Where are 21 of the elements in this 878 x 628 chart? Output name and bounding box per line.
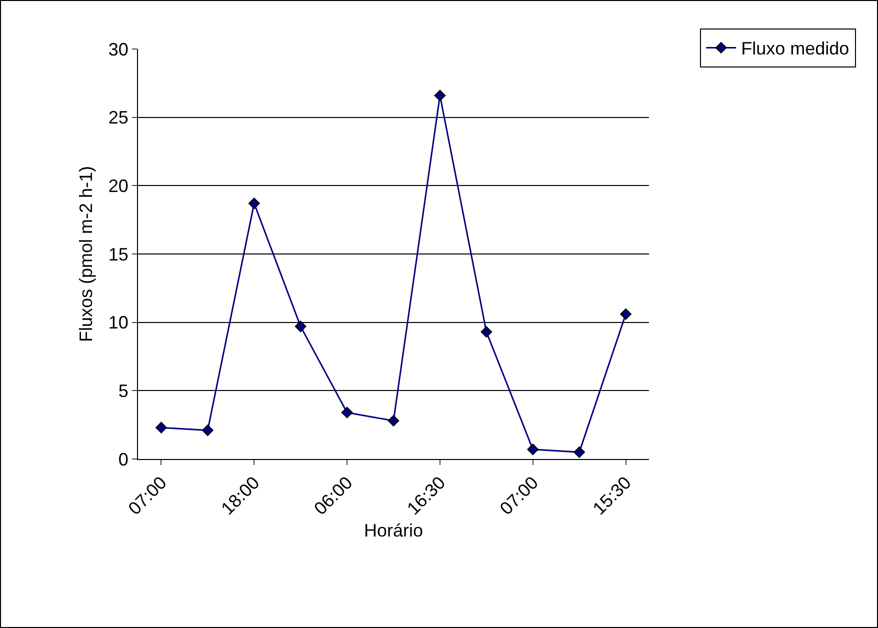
- y-tick-label: 20: [108, 176, 128, 196]
- y-tick-label: 15: [108, 244, 128, 264]
- y-tick-label: 30: [108, 39, 128, 60]
- point: [156, 422, 167, 434]
- y-axis-title: Fluxos (pmol m-2 h-1): [76, 166, 96, 342]
- point: [341, 406, 353, 418]
- x-axis-title: Horário: [364, 520, 424, 541]
- point: [202, 424, 214, 436]
- y-tick-label: 5: [118, 380, 128, 401]
- y-tick-label: 10: [108, 312, 128, 333]
- point: [388, 415, 400, 426]
- point: [527, 444, 539, 456]
- point: [574, 446, 586, 458]
- point: [480, 326, 492, 338]
- legend-label: Fluxo medido: [741, 38, 850, 59]
- point: [620, 308, 632, 320]
- point: [248, 198, 260, 210]
- y-tick-label: 25: [108, 108, 128, 128]
- point: [434, 90, 446, 102]
- point: [294, 320, 306, 332]
- y-tick-label: 0: [118, 449, 128, 470]
